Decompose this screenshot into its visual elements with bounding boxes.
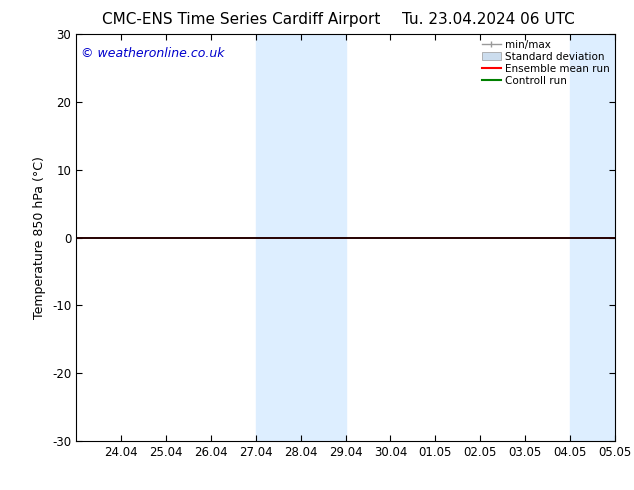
Y-axis label: Temperature 850 hPa (°C): Temperature 850 hPa (°C) [34, 156, 46, 319]
Text: © weatheronline.co.uk: © weatheronline.co.uk [81, 47, 225, 59]
Legend: min/max, Standard deviation, Ensemble mean run, Controll run: min/max, Standard deviation, Ensemble me… [480, 37, 612, 88]
Bar [570, 34, 615, 441]
Bar [256, 34, 346, 441]
Text: CMC-ENS Time Series Cardiff Airport: CMC-ENS Time Series Cardiff Airport [101, 12, 380, 27]
Text: Tu. 23.04.2024 06 UTC: Tu. 23.04.2024 06 UTC [402, 12, 574, 27]
